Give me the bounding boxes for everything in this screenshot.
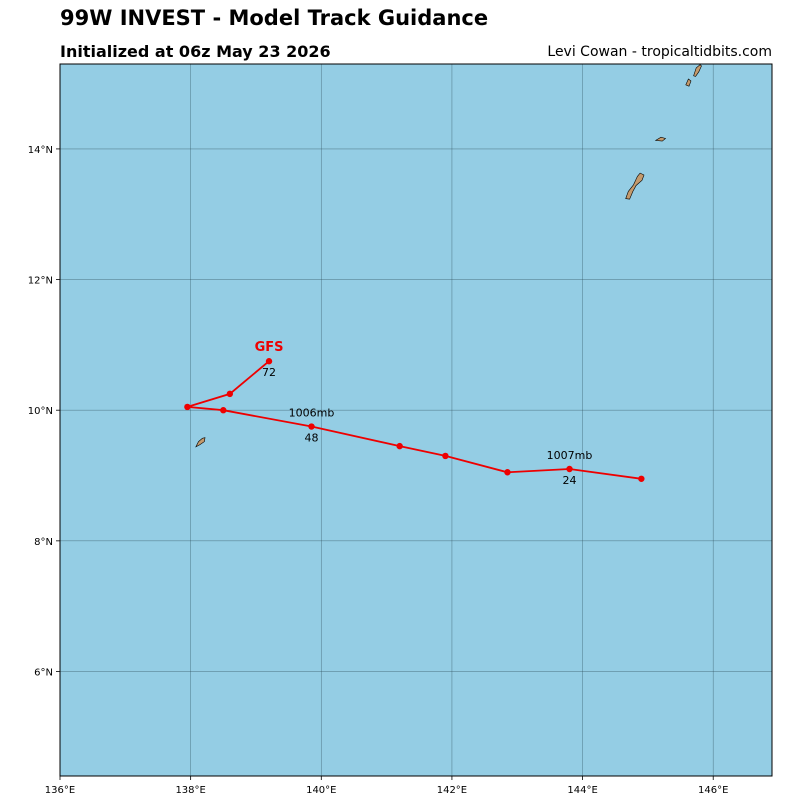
track-point xyxy=(442,452,449,460)
track-layer: 1007mb 24 1006mb 48 72 GFS xyxy=(184,340,645,487)
forecast-hour-label: 24 xyxy=(563,474,577,487)
islands-layer xyxy=(195,64,702,448)
track-point xyxy=(184,403,191,411)
pressure-label: 1006mb xyxy=(289,407,335,420)
map-frame xyxy=(59,63,773,777)
gridlines-layer xyxy=(60,64,772,776)
lon-tick-label: 144°E xyxy=(567,785,597,796)
track-point xyxy=(226,390,234,398)
gfs-track-line xyxy=(187,360,642,480)
model-name-label: GFS xyxy=(255,340,284,355)
lon-tick-label: 140°E xyxy=(306,785,336,796)
track-point xyxy=(265,358,273,365)
track-point xyxy=(220,407,227,414)
page-title: 99W INVEST - Model Track Guidance xyxy=(60,6,489,30)
guam-island xyxy=(625,172,645,200)
track-point xyxy=(308,423,315,430)
track-point xyxy=(504,469,511,476)
lat-tick-label: 12°N xyxy=(28,276,53,287)
lon-tick-label: 138°E xyxy=(175,785,205,796)
lon-tick-label: 136°E xyxy=(45,785,75,796)
saipan-island xyxy=(693,64,702,77)
forecast-hour-label: 48 xyxy=(304,432,318,445)
lat-tick-label: 6°N xyxy=(34,667,53,678)
lat-tick-label: 10°N xyxy=(28,406,53,417)
track-point xyxy=(566,465,573,473)
lat-tick-label: 8°N xyxy=(34,537,53,548)
track-point xyxy=(396,442,403,450)
ocean-background xyxy=(60,64,772,776)
rota-island xyxy=(654,136,667,142)
init-time-subtitle: Initialized at 06z May 23 2026 xyxy=(60,42,331,61)
credit-text: Levi Cowan - tropicaltidbits.com xyxy=(547,44,772,60)
lat-tick-label: 14°N xyxy=(28,145,53,156)
lon-tick-label: 142°E xyxy=(437,785,467,796)
track-point xyxy=(638,475,645,482)
axis-ticks: 136°E 138°E 140°E 142°E 144°E 146°E 6°N 8°N 10°N… xyxy=(28,145,729,796)
yap-island xyxy=(195,437,206,448)
lon-tick-label: 146°E xyxy=(698,785,728,796)
tinian-island xyxy=(685,78,692,87)
pressure-label: 1007mb xyxy=(547,449,593,462)
forecast-hour-label: 72 xyxy=(262,366,276,379)
